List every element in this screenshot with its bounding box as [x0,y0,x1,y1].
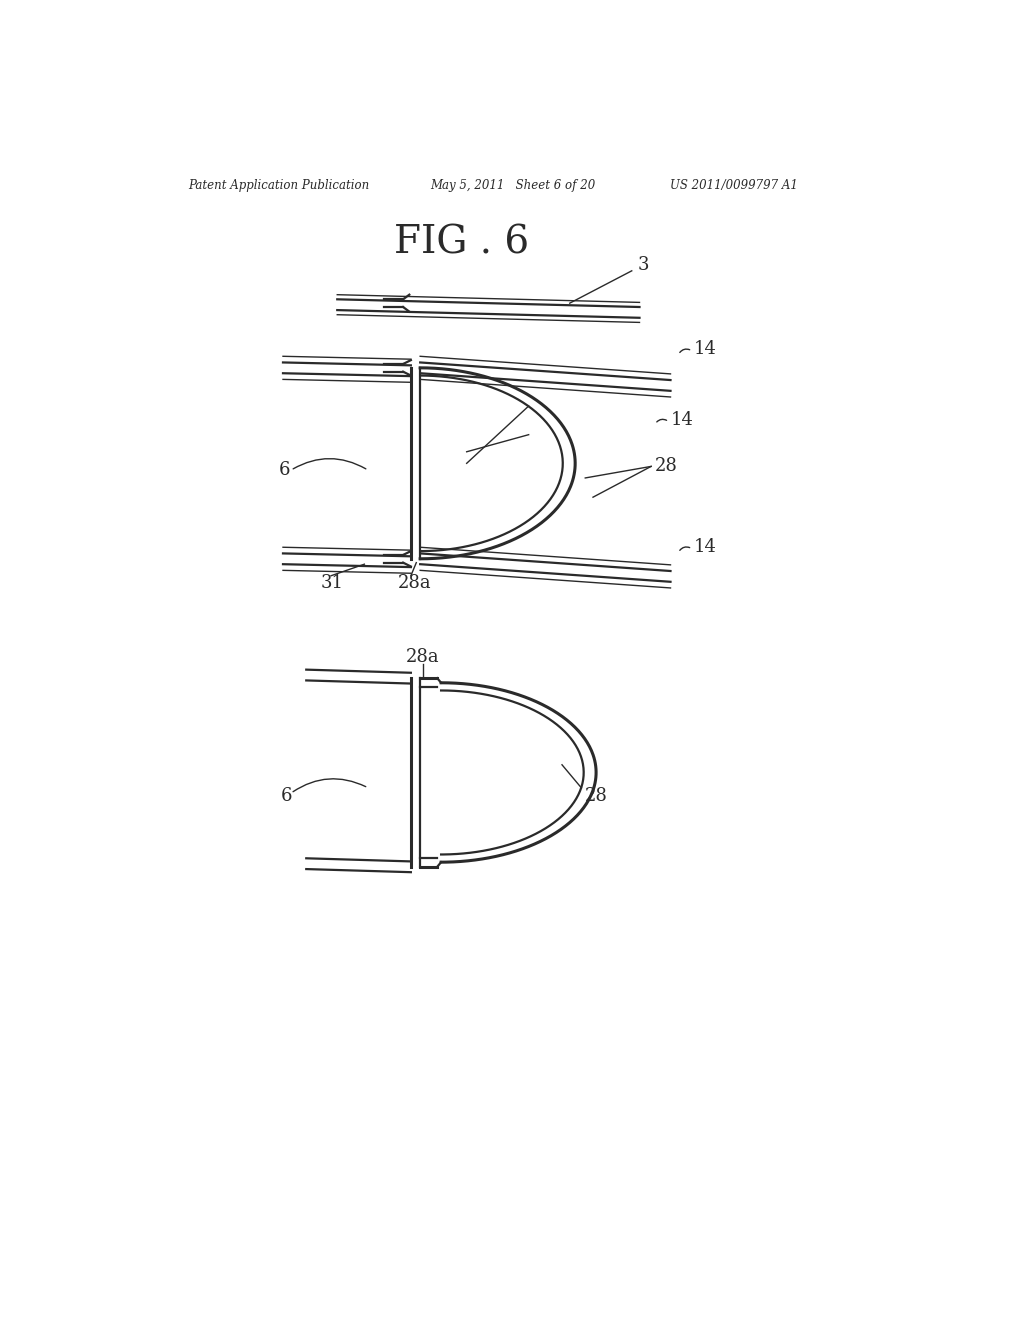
Text: 28a: 28a [397,574,431,593]
Text: 14: 14 [693,539,717,556]
Text: 3: 3 [638,256,649,273]
Text: 6: 6 [280,461,291,479]
Text: US 2011/0099797 A1: US 2011/0099797 A1 [671,178,799,191]
Text: 14: 14 [671,412,693,429]
Text: May 5, 2011   Sheet 6 of 20: May 5, 2011 Sheet 6 of 20 [430,178,596,191]
Text: 31: 31 [321,574,343,593]
Text: 28: 28 [586,787,608,805]
Text: 28a: 28a [406,648,439,665]
Text: 6: 6 [281,787,292,805]
Text: 14: 14 [693,341,717,358]
Text: Patent Application Publication: Patent Application Publication [188,178,370,191]
Text: FIG . 6: FIG . 6 [393,224,528,261]
Text: 28: 28 [655,458,678,475]
